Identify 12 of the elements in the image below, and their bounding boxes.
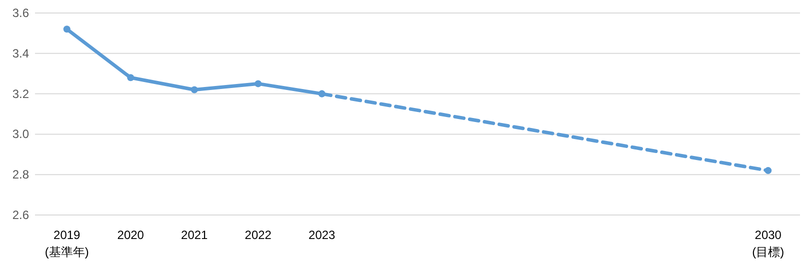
x-tick-label: 2019 (基準年) [44, 228, 89, 259]
y-tick-label: 2.8 [12, 168, 30, 182]
y-tick-label: 2.6 [12, 208, 30, 222]
y-tick-label: 3.2 [12, 86, 30, 101]
y-tick-label: 3.6 [12, 6, 30, 20]
x-tick-label: 2023 [308, 228, 336, 242]
x-tick-label: 2030 (目標) [752, 228, 784, 259]
y-tick-label: 3.0 [12, 127, 30, 142]
x-tick-label: 2020 [117, 228, 144, 242]
x-tick-label: 2022 [244, 228, 272, 242]
y-tick-label: 3.4 [12, 46, 30, 60]
x-tick-label: 2021 [181, 228, 208, 242]
